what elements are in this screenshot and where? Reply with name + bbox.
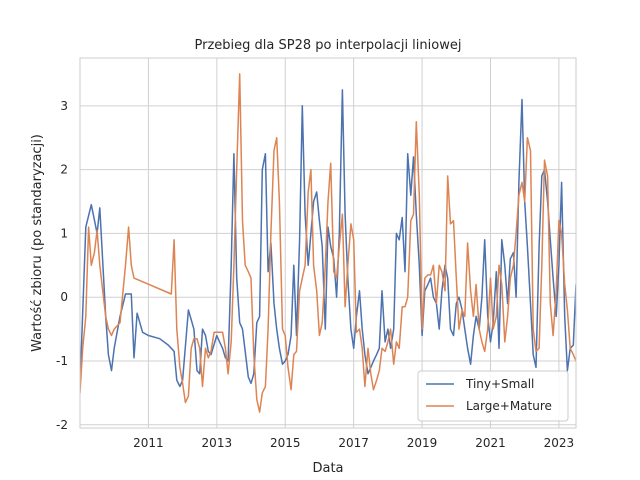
y-tick-label: 2 xyxy=(60,163,68,177)
legend: Tiny+Small Large+Mature xyxy=(417,370,569,422)
x-tick-label: 2011 xyxy=(133,436,164,450)
plot-frame xyxy=(79,57,577,429)
y-tick-label: -1 xyxy=(56,354,68,368)
legend-label: Large+Mature xyxy=(466,399,552,413)
x-axis-title: Data xyxy=(312,461,343,476)
y-axis-title: Wartość zbioru (po standaryzacji) xyxy=(30,134,45,352)
x-tick-label: 2023 xyxy=(544,436,575,450)
y-tick-labels: -2 -1 0 1 2 3 xyxy=(56,99,68,432)
series-lines xyxy=(80,73,576,413)
y-tick-label: 1 xyxy=(60,226,68,240)
y-tick-label: 3 xyxy=(60,99,68,113)
x-tick-label: 2013 xyxy=(202,436,233,450)
series-line-2 xyxy=(80,73,576,413)
x-tick-label: 2019 xyxy=(407,436,438,450)
legend-label: Tiny+Small xyxy=(465,377,534,391)
legend-box xyxy=(417,370,569,422)
x-tick-labels: 2011 2013 2015 2017 2019 2021 2023 xyxy=(133,436,574,450)
y-tick-label: 0 xyxy=(60,290,68,304)
x-tick-label: 2017 xyxy=(338,436,369,450)
y-tick-label: -2 xyxy=(56,418,68,432)
chart-title: Przebieg dla SP28 po interpolacji liniow… xyxy=(195,38,462,53)
series-line-1 xyxy=(80,89,576,388)
x-tick-label: 2015 xyxy=(270,436,301,450)
x-tick-label: 2021 xyxy=(475,436,506,450)
